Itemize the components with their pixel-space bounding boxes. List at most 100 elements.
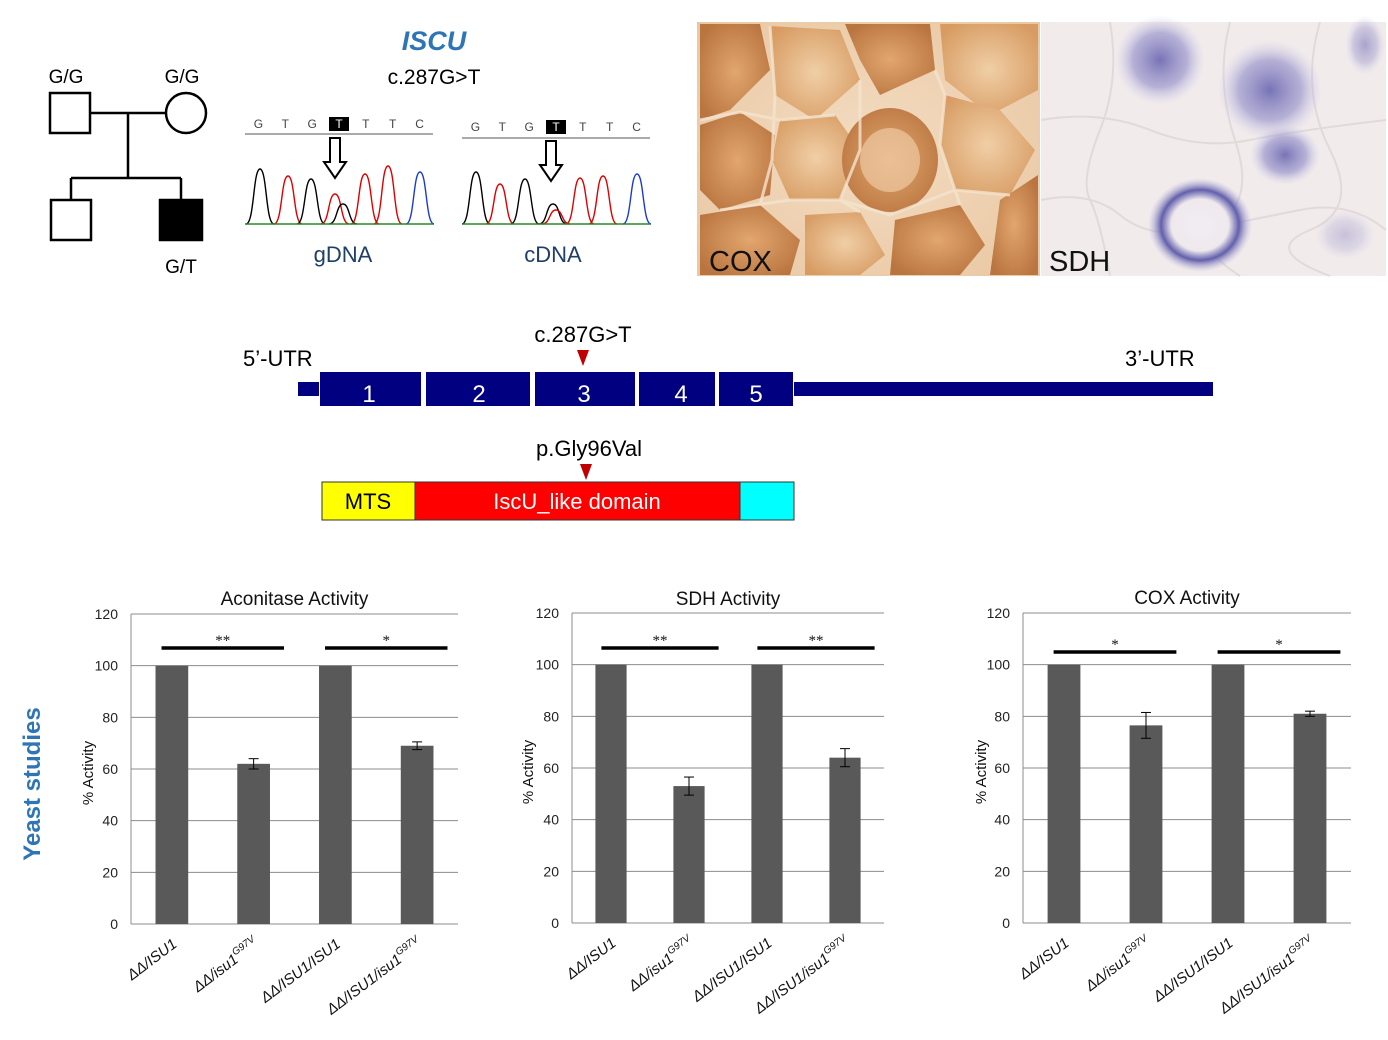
protein-domains: p.Gly96Val MTS IscU_like domain bbox=[321, 436, 795, 521]
sequence-base: T bbox=[606, 120, 614, 134]
y-tick-label: 80 bbox=[543, 708, 559, 724]
exon-3-label: 3 bbox=[577, 381, 590, 408]
protein-mutation-label: p.Gly96Val bbox=[536, 436, 642, 461]
trace-peak bbox=[565, 177, 595, 225]
x-category-label: ΔΔ/ISU1/ISU1 bbox=[1149, 935, 1236, 1006]
trace-peak bbox=[485, 183, 515, 225]
exon-4 bbox=[639, 372, 715, 406]
mts-domain bbox=[321, 481, 416, 521]
y-tick-label: 100 bbox=[536, 657, 560, 673]
bar bbox=[829, 757, 861, 923]
utr3-segment bbox=[794, 382, 1213, 396]
y-axis-label: % Activity bbox=[520, 739, 537, 804]
exon-5-label: 5 bbox=[749, 381, 762, 408]
sdh-histology-image: SDH bbox=[1040, 15, 1387, 278]
protein-mutation-marker bbox=[580, 464, 592, 480]
x-category-label: ΔΔ/ISU1/ISU1 bbox=[257, 936, 344, 1007]
x-category-label: ΔΔ/ISU1 bbox=[562, 935, 619, 984]
sibling-square bbox=[49, 198, 93, 242]
exon-5 bbox=[719, 372, 793, 406]
sdh-activity-chart: 0 20 40 60 80 100 120 ** ** SDH Activity % Activit… bbox=[520, 589, 884, 1018]
c-terminal-domain bbox=[739, 481, 795, 521]
utr5-segment bbox=[298, 382, 319, 396]
bar bbox=[1129, 725, 1163, 923]
trace-peak bbox=[588, 175, 618, 225]
y-tick-label: 20 bbox=[102, 864, 118, 880]
exon-2 bbox=[426, 372, 530, 406]
y-tick-label: 0 bbox=[551, 915, 559, 931]
variant-label: c.287G>T bbox=[388, 66, 481, 89]
y-axis-label: % Activity bbox=[80, 740, 97, 805]
sequence-base: G bbox=[524, 120, 533, 134]
x-category-label: ΔΔ/isu1G97V bbox=[623, 932, 698, 995]
trace-peak bbox=[273, 175, 303, 225]
sequence-base: G bbox=[471, 120, 480, 134]
exon-1-label: 1 bbox=[362, 381, 375, 408]
sequence-base: T bbox=[335, 117, 343, 131]
sequence-base: C bbox=[415, 117, 424, 131]
trace-peak bbox=[538, 203, 568, 225]
y-tick-label: 20 bbox=[543, 863, 559, 879]
cox-histology-image: COX bbox=[697, 22, 1040, 278]
y-tick-label: 40 bbox=[102, 813, 118, 829]
yeast-studies-label: Yeast studies bbox=[19, 707, 46, 860]
pedigree: G/G G/G G/T bbox=[48, 67, 208, 278]
sdh-image-label: SDH bbox=[1049, 246, 1110, 278]
sequence-base: C bbox=[632, 120, 641, 134]
significance-label: ** bbox=[809, 633, 824, 649]
y-tick-label: 120 bbox=[95, 606, 119, 622]
gene-structure: 5’-UTR 3’-UTR c.287G>T 1 2 3 4 5 bbox=[243, 322, 1213, 408]
y-tick-label: 60 bbox=[102, 761, 118, 777]
y-tick-label: 120 bbox=[987, 605, 1011, 621]
bar bbox=[1211, 664, 1245, 923]
x-category-label: ΔΔ/isu1G97V bbox=[188, 933, 263, 996]
trace-peak bbox=[405, 171, 435, 225]
sequence-base: G bbox=[307, 117, 316, 131]
iscu-like-label: IscU_like domain bbox=[493, 489, 661, 514]
sequence-base: T bbox=[499, 120, 507, 134]
gene-name: ISCU bbox=[402, 26, 468, 56]
significance-label: * bbox=[383, 633, 391, 649]
utr5-label: 5’-UTR bbox=[243, 346, 313, 371]
trace-peak bbox=[510, 178, 540, 225]
chromatogram-label: gDNA bbox=[314, 242, 373, 267]
cox-image-label: COX bbox=[709, 246, 772, 278]
mother-genotype: G/G bbox=[165, 67, 200, 88]
cox-activity-chart: 0 20 40 60 80 100 120 * * COX Activity % Activity Δ… bbox=[973, 588, 1351, 1018]
y-tick-label: 100 bbox=[987, 657, 1011, 673]
bar bbox=[155, 665, 189, 924]
chromatogram-label: cDNA bbox=[524, 242, 582, 267]
highlighted-base-box bbox=[329, 117, 349, 131]
y-tick-label: 80 bbox=[102, 709, 118, 725]
y-tick-label: 0 bbox=[1002, 915, 1010, 931]
father-square bbox=[48, 91, 92, 135]
mutation-arrow-icon bbox=[538, 140, 564, 183]
y-tick-label: 60 bbox=[994, 760, 1010, 776]
y-tick-label: 20 bbox=[994, 863, 1010, 879]
trace-peak bbox=[328, 203, 358, 225]
exon-2-label: 2 bbox=[472, 381, 485, 408]
sequence-base: T bbox=[362, 117, 370, 131]
y-tick-label: 120 bbox=[536, 605, 560, 621]
trace-peak bbox=[245, 168, 275, 225]
y-tick-label: 60 bbox=[543, 760, 559, 776]
highlighted-base-box bbox=[546, 120, 566, 134]
trace-peak bbox=[622, 173, 652, 225]
trace-peak bbox=[320, 193, 350, 225]
x-category-label: ΔΔ/isu1G97V bbox=[1080, 932, 1155, 995]
exon-4-label: 4 bbox=[674, 381, 687, 408]
bar bbox=[319, 665, 352, 924]
significance-label: ** bbox=[653, 633, 668, 649]
sequence-base: T bbox=[389, 117, 397, 131]
sequence-base: T bbox=[282, 117, 290, 131]
cdna-mutation-label: c.287G>T bbox=[534, 322, 631, 347]
father-genotype: G/G bbox=[49, 67, 84, 88]
utr3-label: 3’-UTR bbox=[1125, 346, 1195, 371]
trace-peak bbox=[541, 209, 571, 225]
trace-peak bbox=[373, 165, 403, 225]
chart-title: Aconitase Activity bbox=[221, 589, 369, 610]
